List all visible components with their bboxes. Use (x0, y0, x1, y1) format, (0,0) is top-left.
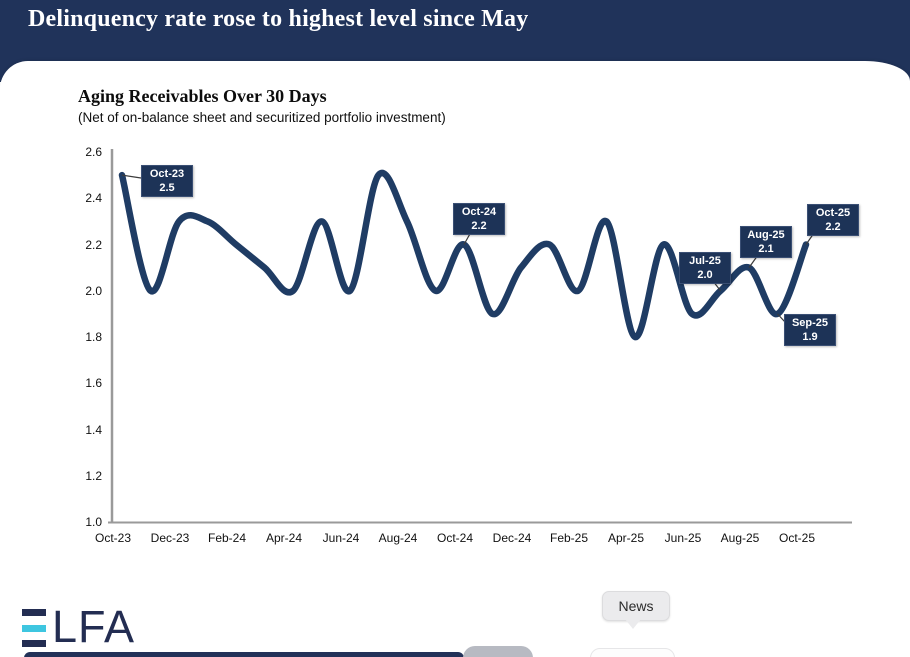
y-tick-label: 1.8 (85, 330, 102, 344)
x-tick-label: Dec-24 (492, 531, 532, 545)
callout-value: 2.2 (471, 220, 487, 232)
data-callout: Aug-25 2.1 (740, 226, 792, 258)
callout-leader-line (777, 313, 786, 323)
callout-value: 2.0 (697, 269, 713, 281)
callout-month: Oct-24 (461, 206, 497, 218)
content-card (0, 61, 910, 657)
elfa-logo: LFA (22, 601, 142, 652)
callout-month: Oct-25 (815, 207, 851, 219)
y-tick-label: 1.0 (85, 515, 102, 529)
x-tick-label: Apr-24 (265, 531, 303, 545)
data-callout: Oct-25 2.2 (807, 204, 859, 236)
logo-e-bar-middle (22, 625, 46, 632)
x-tick-label: Apr-25 (607, 531, 645, 545)
callout-value: 2.1 (758, 243, 774, 255)
callout-value: 1.9 (802, 331, 818, 343)
news-tooltip-button[interactable]: News (602, 591, 670, 629)
y-tick-label: 2.4 (85, 191, 102, 206)
x-tick-label: Oct-24 (436, 531, 473, 545)
next-slide-edge (24, 652, 464, 657)
x-tick-label: Feb-24 (207, 531, 247, 545)
data-callout: Sep-25 1.9 (784, 314, 836, 346)
callout-month: Aug-25 (747, 229, 785, 241)
callout-month: Sep-25 (791, 317, 829, 329)
x-tick-label: Jun-24 (322, 531, 360, 545)
news-tooltip-label: News (618, 598, 654, 614)
chart-title: Aging Receivables Over 30 Days (78, 86, 327, 106)
x-tick-label: Aug-25 (720, 531, 760, 545)
callout-month: Jul-25 (689, 255, 721, 267)
logo-letters: LFA (52, 601, 136, 652)
callout-month: Oct-23 (149, 168, 185, 180)
callout-value: 2.5 (159, 182, 175, 194)
y-tick-label: 1.2 (85, 468, 102, 483)
y-tick-label: 1.4 (85, 422, 102, 437)
callout-leader-line (121, 174, 142, 179)
y-tick-label: 1.6 (85, 376, 102, 391)
x-tick-label: Jun-25 (664, 531, 702, 545)
x-tick-label: Feb-25 (549, 531, 589, 545)
white-pill-button[interactable] (590, 648, 675, 657)
slide-title: Delinquency rate rose to highest level s… (28, 6, 529, 32)
data-callout: Oct-23 2.5 (141, 165, 193, 197)
logo-e-bar-top (22, 609, 46, 616)
chart-subtitle: (Net of on-balance sheet and securitized… (78, 110, 446, 125)
y-tick-label: 2.2 (85, 237, 102, 252)
x-tick-label: Oct-23 (94, 531, 131, 545)
callout-value: 2.2 (825, 221, 841, 233)
y-tick-label: 2.0 (85, 283, 102, 298)
tooltip-tail-icon (625, 619, 641, 637)
logo-e-bar-bottom (22, 640, 46, 647)
data-callout: Jul-25 2.0 (679, 252, 731, 284)
gray-pill-button[interactable] (463, 646, 533, 657)
x-tick-label: Aug-24 (378, 531, 418, 545)
x-tick-label: Dec-23 (150, 531, 190, 545)
y-tick-label: 2.6 (85, 145, 102, 159)
data-callout: Oct-24 2.2 (453, 203, 505, 235)
x-tick-label: Oct-25 (778, 531, 815, 545)
